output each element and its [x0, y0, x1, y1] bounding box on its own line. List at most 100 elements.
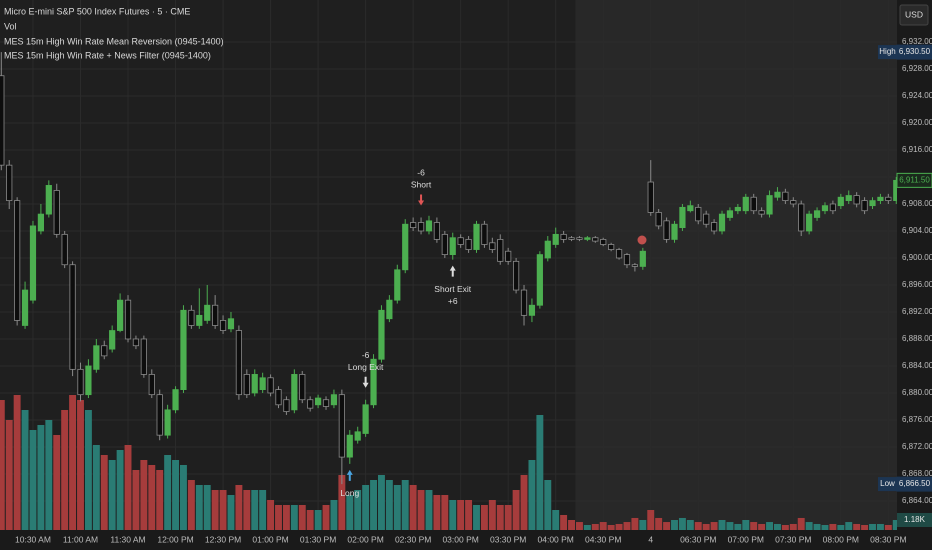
volume-bar	[678, 517, 686, 530]
candle-body	[544, 240, 551, 259]
y-tick-label: 6,864.00	[902, 496, 932, 505]
currency-box[interactable]	[899, 4, 929, 26]
signal-arrow	[449, 265, 456, 277]
volume-bar	[235, 485, 243, 530]
candle-body	[837, 196, 844, 207]
candle-body	[164, 409, 171, 436]
annotations: -6 Short Short Exit +6 -6 Long Exit Long	[340, 168, 471, 498]
volume-bar	[504, 505, 512, 530]
volume-bar	[164, 455, 172, 530]
x-tick-label: 07:00 PM	[728, 534, 764, 544]
volume-bar	[227, 495, 235, 530]
volume-bar	[560, 515, 568, 530]
volume-bar	[267, 500, 275, 530]
y-tick-label: 6,928.00	[902, 64, 932, 73]
candle-body	[425, 220, 433, 232]
volume-bar	[528, 460, 536, 530]
time-axis	[0, 530, 932, 550]
candle-body	[77, 368, 84, 396]
price-tag-name: Low	[880, 479, 895, 488]
y-tick-label: 6,932.00	[902, 37, 932, 46]
candle-body	[370, 358, 377, 406]
volume-bar	[774, 523, 781, 530]
volume-bar	[251, 490, 259, 530]
x-tick-label: 12:30 PM	[205, 534, 241, 544]
volume-bar	[148, 465, 156, 530]
candle-body	[726, 210, 734, 218]
volume-bar	[615, 523, 623, 530]
signal-label: -6	[362, 350, 370, 360]
candle-body	[536, 254, 543, 306]
volume-bar	[370, 480, 377, 530]
volume-bar	[686, 520, 694, 530]
volume-bar	[655, 517, 663, 530]
candle-body	[798, 203, 805, 232]
x-tick-label: 12:00 PM	[157, 534, 193, 544]
candle-body	[410, 222, 417, 229]
candle-body	[568, 237, 575, 240]
volume-bar	[837, 525, 845, 530]
candle-body	[314, 397, 322, 406]
candle-body	[806, 213, 813, 232]
candle-body	[291, 374, 298, 411]
volume-bar	[0, 400, 5, 530]
candle-body	[132, 338, 140, 347]
candle-body	[219, 320, 227, 331]
volume-bar	[710, 522, 718, 530]
volume-bar	[362, 485, 370, 530]
candle-body	[615, 249, 623, 259]
candle-body	[584, 237, 591, 240]
candle-body	[774, 191, 781, 198]
x-tick-label: 01:30 PM	[300, 534, 336, 544]
candle-body	[172, 389, 179, 411]
candle-body	[647, 181, 654, 213]
candle-body	[61, 233, 68, 266]
candle-body	[671, 223, 678, 240]
volume-bar	[401, 480, 409, 530]
candle-body	[283, 399, 290, 412]
x-tick-label: 06:30 PM	[680, 534, 716, 544]
candle-body	[639, 250, 646, 267]
candle-body	[148, 374, 155, 396]
volume-bar	[631, 517, 639, 530]
volume-bar	[758, 523, 766, 530]
candle-body	[473, 223, 480, 250]
candle-body	[782, 191, 789, 202]
volume-bar	[702, 523, 710, 530]
volume-bar	[623, 522, 631, 530]
candle-body	[394, 269, 401, 301]
x-tick-label: 10:30 AM	[15, 534, 51, 544]
x-tick-label: 01:00 PM	[252, 534, 288, 544]
session-shade	[575, 0, 897, 530]
x-tick-label: 04:00 PM	[538, 534, 574, 544]
x-tick-label: 02:00 PM	[347, 534, 383, 544]
candle-body	[156, 394, 163, 436]
axes: 6,864.00 6,868.00 6,872.00 6,876.00 6,880.00…	[15, 37, 932, 544]
volume-bar	[346, 495, 354, 530]
candle-body	[869, 200, 876, 207]
y-tick-label: 6,916.00	[902, 145, 932, 154]
volume-bar	[140, 460, 148, 530]
volume-legend: Vol	[4, 21, 17, 31]
candle-body	[275, 389, 282, 406]
volume-bar	[354, 490, 362, 530]
y-tick-label: 6,888.00	[902, 334, 932, 343]
candle-body	[790, 200, 797, 205]
candle-body	[560, 233, 567, 240]
y-tick-label: 6,876.00	[902, 415, 932, 424]
candle-body	[338, 394, 345, 458]
volume-bar	[671, 520, 678, 530]
volume-bar	[275, 505, 282, 530]
candle-body	[449, 237, 456, 256]
currency[interactable]: USD	[905, 9, 923, 19]
volume-bar	[13, 395, 21, 530]
candle-body	[14, 200, 21, 321]
candle-body	[330, 394, 338, 406]
volume-bar	[813, 523, 821, 530]
candle-body	[497, 239, 504, 262]
volume-bar	[5, 420, 13, 530]
price-tag	[896, 172, 932, 188]
candle-body	[655, 212, 662, 227]
candle-body	[85, 365, 92, 396]
